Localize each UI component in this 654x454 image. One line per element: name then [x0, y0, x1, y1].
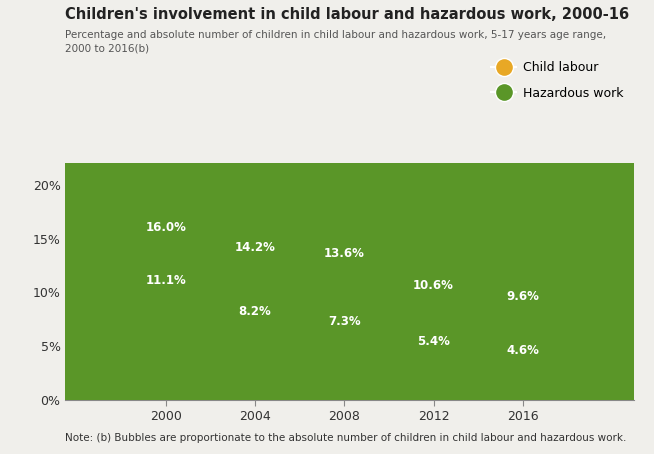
Text: Percentage and absolute number of children in child labour and hazardous work, 5: Percentage and absolute number of childr… [65, 30, 606, 39]
Text: 8.2%: 8.2% [239, 305, 271, 318]
Text: 4.6%: 4.6% [506, 344, 540, 357]
Legend: Child labour, Hazardous work: Child labour, Hazardous work [487, 56, 628, 105]
Text: 16.0%: 16.0% [145, 222, 186, 234]
Text: 9.6%: 9.6% [506, 290, 540, 303]
Text: 10.6%: 10.6% [413, 279, 454, 292]
Text: Note: (b) Bubbles are proportionate to the absolute number of children in child : Note: (b) Bubbles are proportionate to t… [65, 433, 627, 443]
Text: Children's involvement in child labour and hazardous work, 2000-16: Children's involvement in child labour a… [65, 7, 630, 22]
Text: 5.4%: 5.4% [417, 335, 450, 348]
Text: 14.2%: 14.2% [235, 241, 275, 254]
Text: 7.3%: 7.3% [328, 315, 360, 328]
Text: 11.1%: 11.1% [145, 274, 186, 287]
Text: 13.6%: 13.6% [324, 247, 365, 260]
Text: 2000 to 2016(b): 2000 to 2016(b) [65, 43, 150, 53]
